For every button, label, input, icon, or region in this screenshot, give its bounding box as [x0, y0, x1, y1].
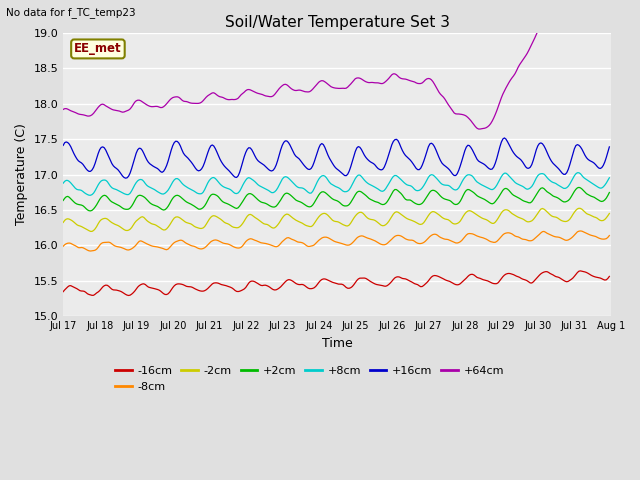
+8cm	[300, 186, 307, 192]
-16cm	[578, 268, 586, 274]
-2cm	[605, 211, 613, 216]
+2cm	[300, 201, 307, 207]
-2cm	[578, 206, 586, 212]
+64cm	[60, 107, 67, 112]
+8cm	[86, 192, 94, 198]
-8cm	[577, 228, 584, 234]
-16cm	[605, 274, 613, 279]
Line: +64cm: +64cm	[63, 13, 609, 129]
Line: +8cm: +8cm	[63, 173, 609, 195]
-8cm	[128, 246, 136, 252]
Line: -8cm: -8cm	[63, 231, 609, 251]
+64cm	[476, 126, 484, 132]
X-axis label: Time: Time	[322, 337, 353, 350]
+64cm	[298, 88, 306, 94]
+2cm	[223, 201, 231, 207]
+64cm	[241, 89, 248, 95]
-8cm	[300, 240, 307, 246]
-2cm	[300, 221, 307, 227]
+8cm	[128, 188, 136, 194]
Legend: -16cm, -8cm, -2cm, +2cm, +8cm, +16cm, +64cm: -16cm, -8cm, -2cm, +2cm, +8cm, +16cm, +6…	[111, 361, 508, 396]
Y-axis label: Temperature (C): Temperature (C)	[15, 123, 28, 226]
+2cm	[128, 204, 136, 209]
Line: +2cm: +2cm	[63, 187, 609, 211]
-8cm	[578, 228, 586, 234]
+16cm	[242, 150, 250, 156]
+8cm	[578, 173, 586, 179]
+16cm	[500, 135, 508, 141]
+2cm	[575, 184, 583, 190]
-2cm	[242, 216, 250, 221]
-16cm	[577, 268, 584, 274]
-16cm	[125, 293, 132, 299]
-2cm	[60, 219, 67, 225]
-16cm	[128, 291, 136, 297]
-8cm	[60, 243, 67, 249]
+2cm	[86, 208, 94, 214]
-2cm	[86, 228, 94, 234]
-16cm	[242, 285, 250, 290]
-8cm	[86, 248, 94, 254]
+16cm	[60, 143, 67, 148]
+16cm	[251, 153, 259, 159]
-2cm	[128, 225, 136, 230]
+8cm	[242, 177, 250, 183]
+8cm	[223, 186, 231, 192]
+64cm	[605, 10, 613, 16]
Text: No data for f_TC_temp23: No data for f_TC_temp23	[6, 7, 136, 18]
+16cm	[128, 166, 136, 171]
+8cm	[251, 179, 259, 184]
+16cm	[223, 167, 231, 172]
-2cm	[251, 215, 259, 220]
Title: Soil/Water Temperature Set 3: Soil/Water Temperature Set 3	[225, 15, 449, 30]
+64cm	[126, 106, 134, 112]
+8cm	[573, 170, 581, 176]
Text: EE_met: EE_met	[74, 42, 122, 55]
-8cm	[251, 238, 259, 243]
+2cm	[60, 198, 67, 204]
+2cm	[242, 194, 250, 200]
Line: -2cm: -2cm	[63, 208, 609, 231]
-2cm	[575, 205, 583, 211]
-16cm	[60, 289, 67, 295]
-8cm	[223, 241, 231, 247]
-2cm	[223, 221, 231, 227]
+2cm	[605, 190, 613, 195]
-16cm	[223, 283, 231, 289]
-16cm	[251, 279, 259, 285]
Line: +16cm: +16cm	[63, 138, 609, 178]
+64cm	[577, 13, 584, 19]
-16cm	[300, 282, 307, 288]
-8cm	[242, 239, 250, 244]
Line: -16cm: -16cm	[63, 271, 609, 296]
-8cm	[605, 233, 613, 239]
+8cm	[605, 175, 613, 180]
+2cm	[251, 194, 259, 200]
+64cm	[222, 96, 230, 102]
+8cm	[60, 180, 67, 186]
+16cm	[122, 175, 129, 181]
+64cm	[250, 88, 257, 94]
+2cm	[578, 186, 586, 192]
+16cm	[605, 144, 613, 150]
+16cm	[578, 146, 586, 152]
+16cm	[300, 162, 307, 168]
